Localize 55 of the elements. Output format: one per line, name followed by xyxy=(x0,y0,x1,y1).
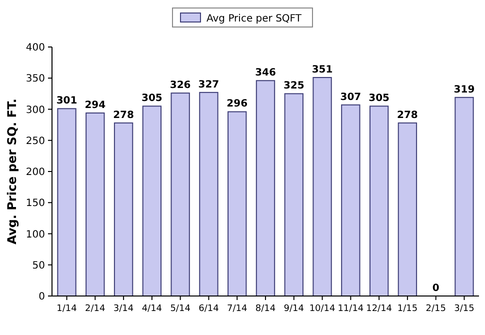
data-label: 326 xyxy=(170,80,191,92)
y-tick-label: 300 xyxy=(26,104,45,116)
data-label: 278 xyxy=(397,110,418,121)
data-label: 305 xyxy=(142,93,162,104)
bar xyxy=(284,93,304,296)
x-tick-label: 5/14 xyxy=(170,304,191,314)
y-tick-label: 250 xyxy=(26,136,45,147)
data-label: 294 xyxy=(84,100,106,111)
bar xyxy=(142,106,162,296)
x-tick-label: 2/15 xyxy=(426,304,446,314)
data-label: 346 xyxy=(255,68,276,79)
data-label: 327 xyxy=(198,79,220,90)
data-label: 325 xyxy=(283,80,304,92)
x-tick-label: 8/14 xyxy=(255,304,276,314)
data-label: 278 xyxy=(113,110,134,121)
x-tick-label: 10/14 xyxy=(309,304,336,314)
x-tick-label: 2/14 xyxy=(85,304,106,314)
data-label: 307 xyxy=(340,92,362,103)
legend-label: Avg Price per SQFT xyxy=(206,14,302,24)
x-tick-label: 3/14 xyxy=(113,304,134,314)
data-label: 301 xyxy=(56,96,78,107)
x-tick-label: 3/15 xyxy=(454,304,474,314)
data-label: 0 xyxy=(432,283,440,294)
bar xyxy=(341,104,360,296)
x-tick-label: 7/14 xyxy=(227,304,248,314)
bar xyxy=(398,122,418,296)
bar xyxy=(86,112,105,296)
y-tick-label: 100 xyxy=(26,229,45,240)
y-axis-title: Avg. Price per SQ. FT. xyxy=(5,98,19,244)
y-tick-label: 200 xyxy=(26,167,45,178)
x-tick-label: 1/15 xyxy=(397,304,418,314)
x-tick-label: 12/14 xyxy=(366,304,392,314)
bar xyxy=(57,108,76,296)
y-tick-label: 0 xyxy=(38,292,45,302)
bar xyxy=(199,92,218,296)
bar xyxy=(256,80,276,296)
bar xyxy=(312,77,332,296)
bar xyxy=(369,106,389,296)
data-label: 319 xyxy=(454,84,475,96)
data-label: 296 xyxy=(226,98,248,110)
bar xyxy=(170,92,190,296)
x-tick-label: 11/14 xyxy=(338,304,364,314)
data-label: 351 xyxy=(312,64,333,76)
y-tick-label: 50 xyxy=(32,260,45,272)
y-tick-label: 150 xyxy=(26,198,45,210)
x-tick-label: 9/14 xyxy=(284,304,304,314)
data-label: 305 xyxy=(368,93,390,104)
x-tick-label: 6/14 xyxy=(198,304,220,314)
bar xyxy=(228,111,247,296)
bar xyxy=(114,122,134,296)
x-tick-label: 1/14 xyxy=(56,304,78,314)
bar xyxy=(454,96,474,296)
y-tick-label: 400 xyxy=(26,42,45,54)
y-tick-label: 350 xyxy=(26,74,45,85)
x-tick-label: 4/14 xyxy=(142,304,162,314)
